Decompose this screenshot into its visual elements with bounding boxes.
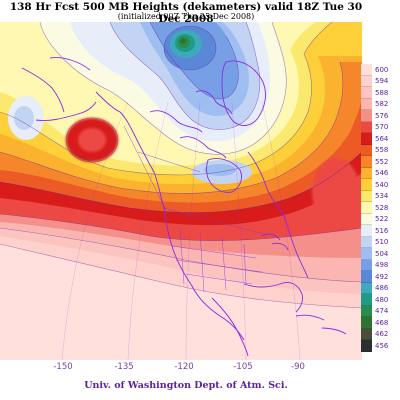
legend-label: 534 [375, 192, 389, 201]
legend-swatch [361, 202, 372, 214]
legend-swatch [361, 133, 372, 145]
legend-label: 456 [375, 341, 389, 350]
legend-swatch [361, 156, 372, 168]
legend-label: 564 [375, 134, 389, 143]
legend-label: 486 [375, 284, 389, 293]
legend-entry: 504 [361, 248, 397, 260]
legend-label: 594 [375, 77, 389, 86]
legend-entry: 576 [361, 110, 397, 122]
longitude-label: -105 [233, 362, 253, 372]
legend-swatch [361, 328, 372, 340]
legend-entry: 540 [361, 179, 397, 191]
legend-entry: 498 [361, 259, 397, 271]
legend-entry: 570 [361, 121, 397, 133]
legend-swatch [361, 110, 372, 122]
legend-label: 540 [375, 180, 389, 189]
legend-entry: 552 [361, 156, 397, 168]
low-west-pacific-core [14, 106, 34, 130]
legend-entry: 462 [361, 328, 397, 340]
legend-entry: 492 [361, 271, 397, 283]
longitude-label: -90 [291, 362, 305, 372]
legend-swatch [361, 121, 372, 133]
legend-label: 570 [375, 123, 389, 132]
legend-swatch [361, 305, 372, 317]
legend-entry: 510 [361, 236, 397, 248]
legend-label: 510 [375, 238, 389, 247]
band-468 [180, 38, 186, 44]
color-legend: 600 594 588 582 576 570 564 558 552 546 540 534 528 5… [361, 64, 397, 352]
legend-label: 498 [375, 261, 389, 270]
legend-swatch [361, 271, 372, 283]
legend-swatch [361, 167, 372, 179]
legend-label: 492 [375, 272, 389, 281]
legend-label: 576 [375, 111, 389, 120]
legend-swatch [361, 225, 372, 237]
ridge-atlantic [312, 158, 360, 226]
legend-entry: 522 [361, 213, 397, 225]
legend-entry: 588 [361, 87, 397, 99]
legend-entry: 516 [361, 225, 397, 237]
legend-label: 558 [375, 146, 389, 155]
legend-entry: 528 [361, 202, 397, 214]
legend-entry: 558 [361, 144, 397, 156]
legend-label: 546 [375, 169, 389, 178]
legend-label: 516 [375, 226, 389, 235]
legend-label: 600 [375, 65, 389, 74]
legend-entry: 582 [361, 98, 397, 110]
legend-label: 582 [375, 100, 389, 109]
legend-entry: 468 [361, 317, 397, 329]
longitude-label: -120 [174, 362, 194, 372]
legend-swatch [361, 213, 372, 225]
legend-swatch [361, 317, 372, 329]
map-subtitle: (initialized 00Z Thu 25 Dec 2008) [117, 12, 255, 21]
legend-entry: 594 [361, 75, 397, 87]
legend-swatch [361, 144, 372, 156]
legend-entry: 564 [361, 133, 397, 145]
height-map [0, 22, 362, 360]
legend-swatch [361, 294, 372, 306]
legend-label: 462 [375, 330, 389, 339]
legend-label: 528 [375, 203, 389, 212]
legend-label: 480 [375, 295, 389, 304]
low-gulf-alaska-core [78, 128, 106, 152]
longitude-label: -150 [53, 362, 73, 372]
legend-swatch [361, 248, 372, 260]
legend-label: 468 [375, 318, 389, 327]
legend-swatch [361, 259, 372, 271]
legend-swatch [361, 340, 372, 352]
legend-entry: 474 [361, 305, 397, 317]
legend-label: 474 [375, 307, 389, 316]
credit-line: Univ. of Washington Dept. of Atm. Sci. [84, 380, 288, 391]
legend-entry: 486 [361, 282, 397, 294]
legend-entry: 600 [361, 64, 397, 76]
legend-entry: 546 [361, 167, 397, 179]
legend-swatch [361, 64, 372, 76]
legend-entry: 534 [361, 190, 397, 202]
legend-swatch [361, 190, 372, 202]
legend-entry: 480 [361, 294, 397, 306]
legend-label: 522 [375, 215, 389, 224]
legend-label: 588 [375, 88, 389, 97]
legend-swatch [361, 179, 372, 191]
legend-swatch [361, 282, 372, 294]
legend-label: 552 [375, 157, 389, 166]
longitude-label: -135 [114, 362, 134, 372]
legend-swatch [361, 87, 372, 99]
legend-swatch [361, 98, 372, 110]
legend-entry: 456 [361, 340, 397, 352]
legend-label: 504 [375, 249, 389, 258]
legend-swatch [361, 75, 372, 87]
legend-swatch [361, 236, 372, 248]
